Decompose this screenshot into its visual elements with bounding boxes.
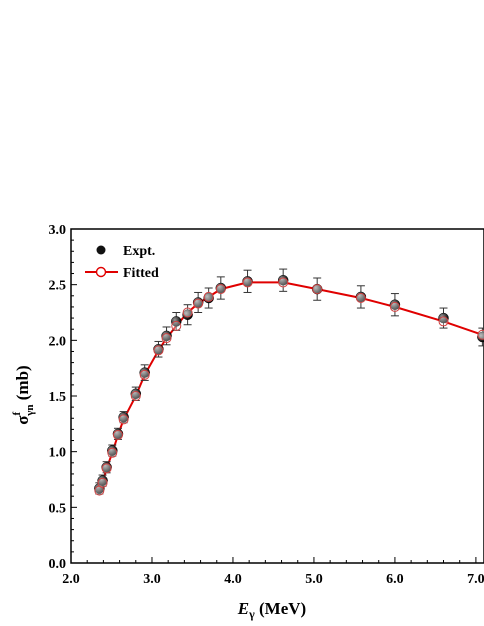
expt-point: [389, 299, 401, 310]
fitted-point: [182, 307, 193, 318]
x-tick-label: 2.0: [62, 572, 80, 587]
y-tick-label: 3.0: [49, 223, 67, 238]
error-bars: [95, 268, 484, 495]
fitted-point: [242, 277, 253, 288]
axis-ticks: [70, 228, 477, 564]
legend-expt-marker: [96, 245, 106, 255]
expt-point: [107, 445, 118, 456]
fitted-points: [94, 277, 484, 496]
fitted-point: [112, 429, 123, 440]
fitted-point: [477, 329, 484, 340]
expt-point: [161, 330, 172, 342]
fitted-point: [438, 316, 449, 327]
expt-point: [182, 309, 193, 320]
expt-point: [118, 411, 129, 423]
y-tick-label: 1.5: [49, 390, 67, 405]
legend: Expt. Fitted: [85, 244, 159, 281]
fitted-point: [118, 414, 129, 425]
fitted-point: [278, 277, 289, 288]
fitted-point: [312, 284, 323, 295]
x-tick-label: 7.0: [467, 572, 484, 587]
legend-fitted-marker: [95, 266, 107, 278]
legend-expt-label: Expt.: [123, 244, 155, 259]
x-tick-label: 5.0: [305, 572, 323, 587]
y-tick-label: 0.5: [49, 501, 67, 516]
y-tick-label: 2.5: [49, 279, 67, 294]
y-tick-label: 0.0: [49, 557, 67, 572]
legend-fitted-label: Fitted: [123, 266, 159, 281]
fitted-line-group: [98, 281, 483, 491]
fitted-point: [355, 293, 366, 304]
fitted-line: [98, 281, 483, 491]
fitted-point: [203, 291, 214, 302]
x-tick-label: 3.0: [143, 572, 161, 587]
expt-points: [94, 274, 484, 494]
expt-point: [438, 312, 449, 324]
expt-point: [277, 274, 289, 286]
y-tick-label: 1.0: [49, 446, 67, 461]
x-tick-labels: 2.0 3.0 4.0 5.0 6.0 7.0: [62, 572, 484, 587]
fitted-point: [389, 301, 400, 312]
fitted-point: [171, 320, 182, 331]
x-axis-title: Eγ (MeV): [237, 599, 306, 621]
expt-point: [139, 367, 150, 378]
fitted-point: [101, 463, 112, 474]
x-tick-label: 6.0: [386, 572, 404, 587]
fitted-point: [153, 345, 164, 356]
x-tick-label: 4.0: [224, 572, 242, 587]
fitted-point: [139, 369, 150, 380]
fitted-point: [215, 284, 226, 295]
expt-point: [130, 388, 142, 400]
fitted-point: [161, 333, 172, 344]
y-axis-title: σfγn (mb): [11, 365, 36, 424]
fitted-point: [193, 298, 204, 309]
expt-point: [97, 475, 108, 486]
fitted-point: [107, 447, 118, 458]
fitted-point: [130, 391, 141, 401]
y-tick-label: 2.0: [49, 334, 67, 349]
y-tick-labels: 0.0 0.5 1.0 1.5 2.0 2.5 3.0: [49, 223, 67, 572]
fitted-point: [97, 477, 108, 488]
